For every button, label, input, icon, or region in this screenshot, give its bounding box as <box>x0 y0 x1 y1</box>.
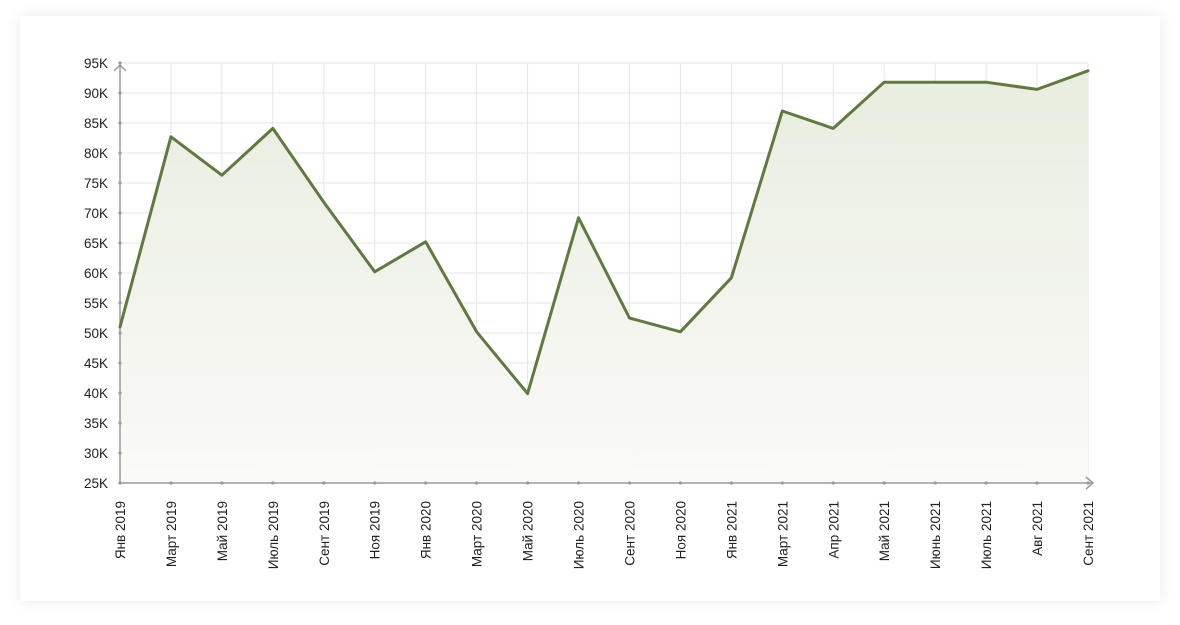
x-tick-mark <box>475 481 479 485</box>
y-tick-label: 85K <box>84 116 108 131</box>
y-tick-mark <box>118 211 122 215</box>
x-tick-mark <box>322 481 326 485</box>
y-tick-label: 75K <box>84 176 108 191</box>
y-tick-mark <box>118 421 122 425</box>
x-tick-mark <box>271 481 275 485</box>
y-tick-mark <box>118 91 122 95</box>
area-fill <box>120 70 1088 484</box>
y-tick-mark <box>118 121 122 125</box>
x-tick-mark <box>882 481 886 485</box>
y-tick-label: 35K <box>84 416 108 431</box>
x-tick-mark <box>831 481 835 485</box>
x-tick-label: Сент 2019 <box>317 501 332 566</box>
x-tick-mark <box>984 481 988 485</box>
x-tick-label: Янв 2020 <box>419 501 434 559</box>
x-tick-label: Ноя 2019 <box>368 501 383 559</box>
x-tick-mark <box>933 481 937 485</box>
y-tick-mark <box>118 301 122 305</box>
y-tick-mark <box>118 241 122 245</box>
y-tick-label: 30K <box>84 446 108 461</box>
y-axis-arrow-icon <box>113 63 127 72</box>
x-tick-mark <box>729 481 733 485</box>
y-axis-ticks: 25K 30K 35K 40K 45K 50K 55K 60K 65K 70K 75K 80K 85K 9… <box>84 56 122 491</box>
x-tick-mark <box>780 481 784 485</box>
y-tick-mark <box>118 391 122 395</box>
x-tick-label: Апр 2021 <box>826 501 841 559</box>
y-tick-label: 65K <box>84 236 108 251</box>
x-tick-label: Май 2020 <box>521 501 536 561</box>
x-tick-mark <box>525 481 530 485</box>
y-tick-mark <box>118 271 122 275</box>
y-tick-label: 55K <box>84 296 108 311</box>
y-tick-label: 80K <box>84 146 108 161</box>
x-tick-label: Ноя 2020 <box>673 501 688 559</box>
x-tick-mark <box>373 481 377 485</box>
y-tick-label: 50K <box>84 326 108 341</box>
x-tick-label: Март 2019 <box>164 501 179 567</box>
y-tick-label: 70K <box>84 206 108 221</box>
x-tick-label: Сент 2021 <box>1081 501 1096 566</box>
y-tick-label: 45K <box>84 356 108 371</box>
y-tick-label: 90K <box>84 86 108 101</box>
x-tick-mark <box>678 481 683 485</box>
y-tick-mark <box>118 151 122 155</box>
x-tick-label: Июль 2019 <box>266 501 281 569</box>
x-tick-mark <box>169 481 173 485</box>
x-tick-label: Сент 2020 <box>622 501 637 566</box>
y-tick-mark <box>118 61 122 65</box>
x-tick-label: Авг 2021 <box>1030 501 1045 556</box>
x-tick-mark <box>220 481 224 485</box>
y-tick-label: 60K <box>84 266 108 281</box>
x-tick-label: Март 2020 <box>470 501 485 567</box>
x-tick-label: Июль 2020 <box>572 501 587 569</box>
x-tick-label: Май 2021 <box>877 501 892 561</box>
x-axis-arrow-icon <box>1085 476 1095 490</box>
x-tick-label: Май 2019 <box>215 501 230 561</box>
x-tick-mark <box>1035 481 1039 485</box>
x-axis-ticks: Янв 2019 Март 2019 Май 2019 Июль 2019 Сент 2… <box>113 481 1096 569</box>
y-tick-mark <box>118 361 122 365</box>
y-tick-mark <box>118 331 122 335</box>
x-tick-mark <box>424 481 428 485</box>
x-tick-mark <box>118 481 122 485</box>
x-tick-mark <box>627 481 632 485</box>
x-tick-mark <box>1086 481 1090 485</box>
x-tick-label: Июль 2021 <box>979 501 994 569</box>
y-tick-mark <box>118 181 122 185</box>
y-tick-label: 25K <box>84 476 108 491</box>
series-line <box>118 69 1090 396</box>
x-tick-label: Янв 2021 <box>724 501 739 559</box>
y-tick-mark <box>118 451 122 455</box>
x-tick-mark <box>576 481 581 485</box>
x-tick-label: Янв 2019 <box>113 501 128 559</box>
x-tick-label: Март 2021 <box>775 501 790 567</box>
x-tick-label: Июнь 2021 <box>928 501 943 569</box>
y-tick-label: 95K <box>84 56 108 71</box>
y-tick-label: 40K <box>84 386 108 401</box>
